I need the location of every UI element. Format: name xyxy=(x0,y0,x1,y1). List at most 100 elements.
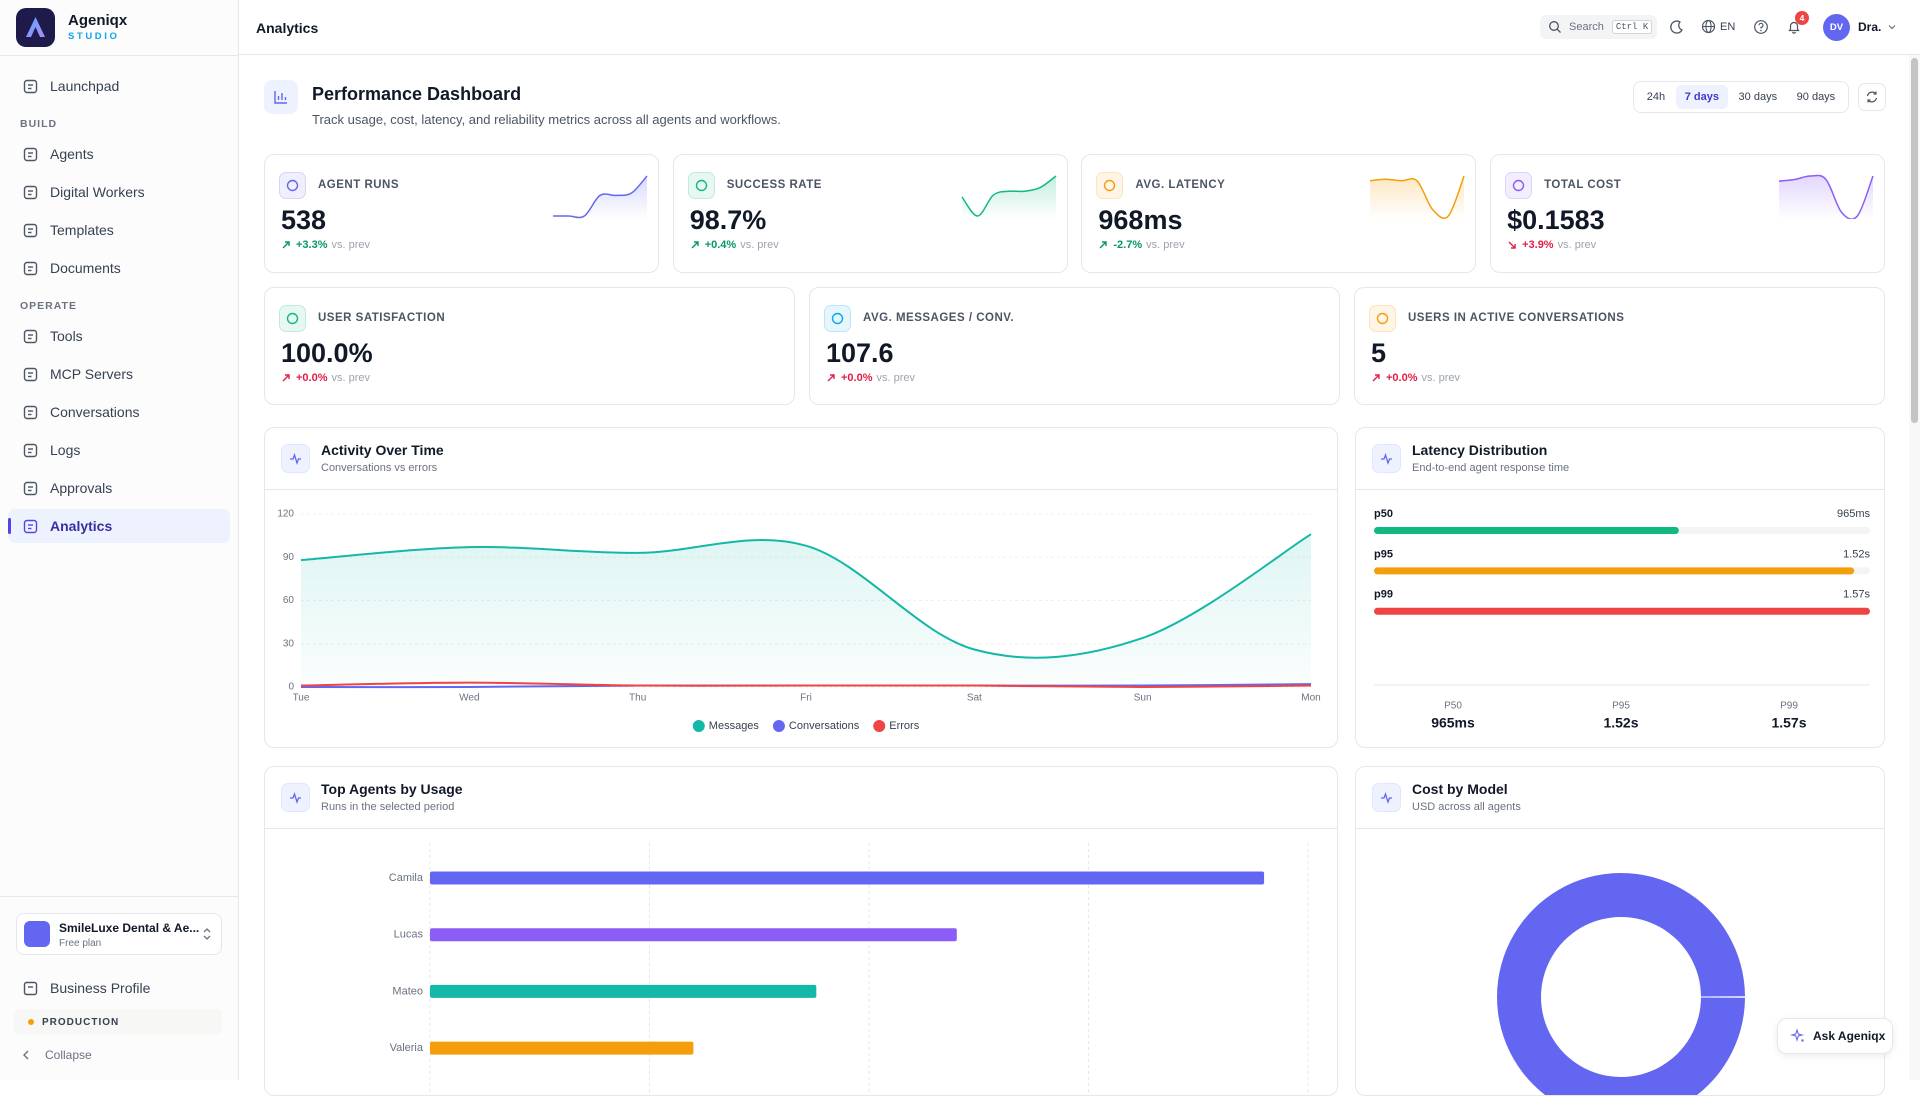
bar-label: Camila xyxy=(389,872,424,884)
icon-part xyxy=(1512,179,1525,192)
delta-arrow xyxy=(691,241,699,249)
panel: Latency Distribution End-to-end agent res… xyxy=(1355,427,1885,748)
refresh-button[interactable] xyxy=(1858,83,1886,111)
logo[interactable] xyxy=(16,8,55,47)
dashboard-subtitle: Track usage, cost, latency, and reliabil… xyxy=(312,112,781,127)
icon-part xyxy=(23,367,38,381)
nav-item[interactable]: Templates xyxy=(8,213,230,247)
chart: p50 965ms p95 1.52s p99 1.57s P50 965ms P95 1.52s… xyxy=(1374,508,1871,731)
range-option[interactable]: 30 days xyxy=(1738,91,1778,103)
nav-item[interactable]: Tools xyxy=(8,319,230,353)
page-title: Analytics xyxy=(256,20,319,36)
icon-part xyxy=(23,519,38,533)
nav-icon xyxy=(23,261,38,275)
business-profile[interactable]: Business Profile xyxy=(8,971,230,1005)
user-menu-chevron[interactable] xyxy=(1887,22,1897,32)
help-icon[interactable] xyxy=(1753,19,1769,35)
search-box[interactable]: Search Ctrl K xyxy=(1540,15,1657,39)
icon-part xyxy=(1549,21,1559,31)
sparkline-line xyxy=(1370,175,1466,219)
kpi-icon xyxy=(279,305,306,332)
arrow-path xyxy=(691,241,699,249)
nav-item[interactable]: Agents xyxy=(8,137,230,171)
dashboard-icon xyxy=(264,80,298,114)
theme-toggle[interactable] xyxy=(1669,19,1685,35)
chevron-path xyxy=(203,928,211,940)
nav-item[interactable]: MCP Servers xyxy=(8,357,230,391)
globe-icon xyxy=(1701,19,1716,34)
legend: Messages Conversations Errors xyxy=(692,720,920,732)
value-label: 965ms xyxy=(1837,508,1871,520)
x-tick-label: Wed xyxy=(459,693,479,704)
summary-value: 965ms xyxy=(1431,715,1475,731)
notification-badge: 4 xyxy=(1795,11,1809,25)
legend-item[interactable]: Messages xyxy=(692,720,760,732)
nav-item[interactable]: Digital Workers xyxy=(8,175,230,209)
range-option[interactable]: 90 days xyxy=(1796,91,1836,103)
panel-icon-glyph xyxy=(290,791,301,805)
chevron-updown xyxy=(203,928,211,940)
kpi-card: AGENT RUNS 538 +3.3% vs. prev xyxy=(264,154,659,273)
kpi-card: TOTAL COST $0.1583 +3.9% vs. prev xyxy=(1490,154,1886,273)
icon-part xyxy=(695,179,707,192)
sparkline-line xyxy=(552,175,648,219)
icon-part xyxy=(1801,1039,1804,1042)
nav-item[interactable]: Launchpad xyxy=(8,69,230,103)
bar-track xyxy=(1374,567,1870,575)
panel-divider xyxy=(265,828,1337,829)
user-name[interactable]: Dra. xyxy=(1858,20,1882,34)
kpi-label: USERS IN ACTIVE CONVERSATIONS xyxy=(1408,312,1625,324)
panel-icon xyxy=(281,444,310,473)
kpi-label: USER SATISFACTION xyxy=(318,312,446,324)
range-option[interactable]: 24h xyxy=(1646,91,1666,103)
nav-label: MCP Servers xyxy=(50,366,133,382)
legend-item[interactable]: Conversations xyxy=(772,720,860,732)
kpi-icon-glyph xyxy=(695,179,707,192)
bar-label: p50 xyxy=(1374,508,1393,520)
legend-swatch xyxy=(692,720,705,732)
icon-part xyxy=(1670,20,1683,34)
kpi-icon xyxy=(1369,305,1396,332)
language-switch[interactable]: EN xyxy=(1701,19,1735,34)
summary-label: P95 xyxy=(1612,701,1630,712)
panel: Activity Over Time Conversations vs error… xyxy=(264,427,1338,748)
delta-value: +0.0% xyxy=(841,372,873,384)
bar-track xyxy=(1374,607,1870,615)
value-label: 1.57s xyxy=(1843,589,1870,601)
nav-item[interactable]: Logs xyxy=(8,433,230,467)
delta-value: -2.7% xyxy=(1113,239,1143,251)
x-tick-label: Sun xyxy=(1134,693,1152,704)
kpi-delta: +3.9% vs. prev xyxy=(1507,239,1596,251)
legend-item[interactable]: Errors xyxy=(873,720,920,732)
search-placeholder: Search xyxy=(1569,21,1604,33)
kpi-icon xyxy=(1505,172,1533,199)
range-option[interactable]: 7 days xyxy=(1675,85,1728,109)
arrow-path xyxy=(1508,241,1516,249)
scrollbar-thumb[interactable] xyxy=(1911,58,1918,423)
bar-label: p95 xyxy=(1374,548,1393,560)
notifications-button[interactable] xyxy=(1786,19,1802,35)
kpi-value: 968ms xyxy=(1098,205,1183,235)
arrow-path xyxy=(827,374,835,382)
assistant-button[interactable]: Ask Ageniqx xyxy=(1777,1018,1893,1054)
bar-label: Lucas xyxy=(394,929,424,941)
nav-item[interactable]: Approvals xyxy=(8,471,230,505)
panel-subtitle: Conversations vs errors xyxy=(321,462,438,474)
collapse-button[interactable]: Collapse xyxy=(20,1046,92,1064)
brand-tagline: STUDIO xyxy=(68,31,120,42)
kpi-value: 98.7% xyxy=(689,205,767,235)
avatar[interactable]: DV xyxy=(1823,14,1850,41)
delta-arrow xyxy=(827,374,835,382)
delta-arrow xyxy=(1372,374,1380,382)
icon-part xyxy=(286,312,299,325)
nav-item[interactable]: Documents xyxy=(8,251,230,285)
kpi-delta: +0.0% vs. prev xyxy=(281,372,370,384)
nav-item[interactable]: Analytics xyxy=(8,509,230,543)
nav-icon xyxy=(23,329,38,343)
workspace-switcher[interactable]: SmileLuxe Dental & Ae... Free plan xyxy=(16,913,222,955)
nav-item[interactable]: Conversations xyxy=(8,395,230,429)
kpi-delta: +0.0% vs. prev xyxy=(1371,372,1460,384)
nav-section-title: OPERATE xyxy=(20,300,77,312)
environment-label: PRODUCTION xyxy=(42,1016,120,1028)
delta-note: vs. prev xyxy=(1557,239,1597,251)
